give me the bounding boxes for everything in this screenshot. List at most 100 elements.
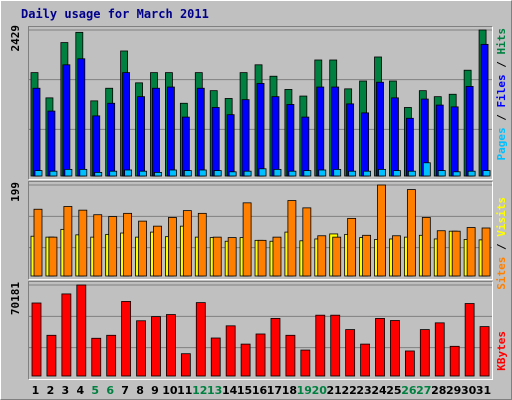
bar-pages (154, 171, 162, 177)
bar-sites (138, 220, 147, 277)
bar-kbytes (390, 320, 400, 377)
bar-files (92, 115, 101, 177)
bar-files (391, 97, 399, 177)
bar-files (32, 87, 41, 177)
bar-files (122, 72, 131, 177)
bar-pages (213, 170, 222, 177)
legend-sep-2: / (495, 54, 508, 75)
bar-kbytes (270, 318, 281, 377)
bar-files (181, 116, 190, 177)
bar-sites (466, 227, 476, 277)
day-label: 5 (91, 384, 99, 397)
chart-title: Daily usage for March 2011 (21, 7, 209, 21)
bar-kbytes (195, 302, 206, 377)
bar-sites (168, 217, 177, 277)
day-axis: 1 2 3 4 5 6 7 8 9 10 11 12 13 14 15 16 17 18 19 20 21 22 23 24 2… (32, 384, 491, 397)
bar-pages (243, 170, 252, 177)
bar-files (77, 58, 86, 177)
bar-pages (333, 168, 342, 177)
bar-kbytes (136, 320, 146, 377)
bar-pages (64, 168, 73, 177)
bar-files (152, 87, 160, 177)
bar-pages (198, 169, 207, 177)
bar-pages (482, 170, 491, 177)
day-label: 24 (371, 384, 387, 397)
bar-kbytes (255, 333, 266, 377)
bar-files (331, 86, 340, 177)
bar-kbytes (210, 337, 221, 377)
kbytes-plot (29, 284, 492, 377)
bar-kbytes (315, 314, 326, 377)
day-label: 10 (162, 384, 178, 397)
day-label: 12 (192, 384, 207, 397)
bar-kbytes (61, 293, 72, 377)
bar-pages (49, 170, 58, 177)
day-label: 23 (356, 384, 371, 397)
bar-sites (93, 214, 103, 277)
bar-pages (288, 170, 297, 177)
bar-files (137, 96, 145, 177)
bar-sites (287, 200, 297, 277)
bar-files (271, 96, 280, 177)
bar-sites (182, 210, 192, 277)
bar-sites (63, 206, 73, 277)
bar-kbytes (345, 329, 356, 377)
bar-kbytes (285, 334, 296, 377)
bar-kbytes (300, 349, 311, 377)
bar-kbytes (464, 303, 475, 377)
day-label: 11 (177, 384, 192, 397)
bar-pages (363, 170, 371, 177)
bar-pages (422, 162, 431, 177)
bar-pages (273, 168, 282, 177)
bar-sites (78, 209, 88, 277)
bar-kbytes (106, 334, 117, 377)
bar-files (346, 103, 355, 177)
bar-sites (257, 239, 267, 277)
legend-pages: Pages (495, 127, 508, 161)
bar-files (47, 110, 56, 177)
day-label: 22 (341, 384, 356, 397)
bar-pages (303, 170, 312, 177)
bar-kbytes (225, 325, 236, 377)
day-label: 20 (312, 384, 328, 397)
bar-sites (421, 217, 431, 277)
bar-sites (347, 217, 357, 277)
bar-sites (377, 184, 386, 277)
day-label: 29 (446, 384, 461, 397)
bar-kbytes (449, 345, 460, 377)
bar-kbytes (434, 322, 445, 377)
bar-files (316, 86, 325, 177)
bar-kbytes (330, 314, 341, 377)
bar-files (450, 106, 459, 177)
bar-pages (407, 170, 416, 177)
day-label: 31 (476, 384, 491, 397)
bar-pages (109, 170, 118, 177)
legend-visits: Visits (495, 197, 508, 237)
day-label: 3 (62, 384, 70, 397)
day-label: 2 (47, 384, 55, 397)
bar-pages (183, 170, 192, 177)
legend-sites: Sites (495, 256, 508, 290)
bar-sites (272, 236, 282, 277)
day-label: 27 (416, 384, 431, 397)
bar-files (241, 99, 250, 177)
bar-pages (393, 170, 401, 177)
bar-sites (108, 216, 118, 277)
bar-files (405, 117, 414, 177)
day-label: 8 (136, 384, 144, 397)
day-label: 28 (431, 384, 446, 397)
bar-sites (227, 237, 237, 277)
bar-files (376, 81, 384, 177)
bar-kbytes (31, 302, 42, 377)
bar-files (480, 43, 489, 177)
bar-sites (212, 236, 222, 277)
day-label: 18 (282, 384, 297, 397)
mid-max-label: 199 (9, 182, 22, 202)
bar-files (62, 64, 71, 177)
bar-kbytes (419, 329, 430, 377)
hits-files-pages-plot (29, 29, 492, 177)
day-label: 9 (151, 384, 159, 397)
bar-sites (362, 234, 371, 277)
day-label: 16 (252, 384, 268, 397)
